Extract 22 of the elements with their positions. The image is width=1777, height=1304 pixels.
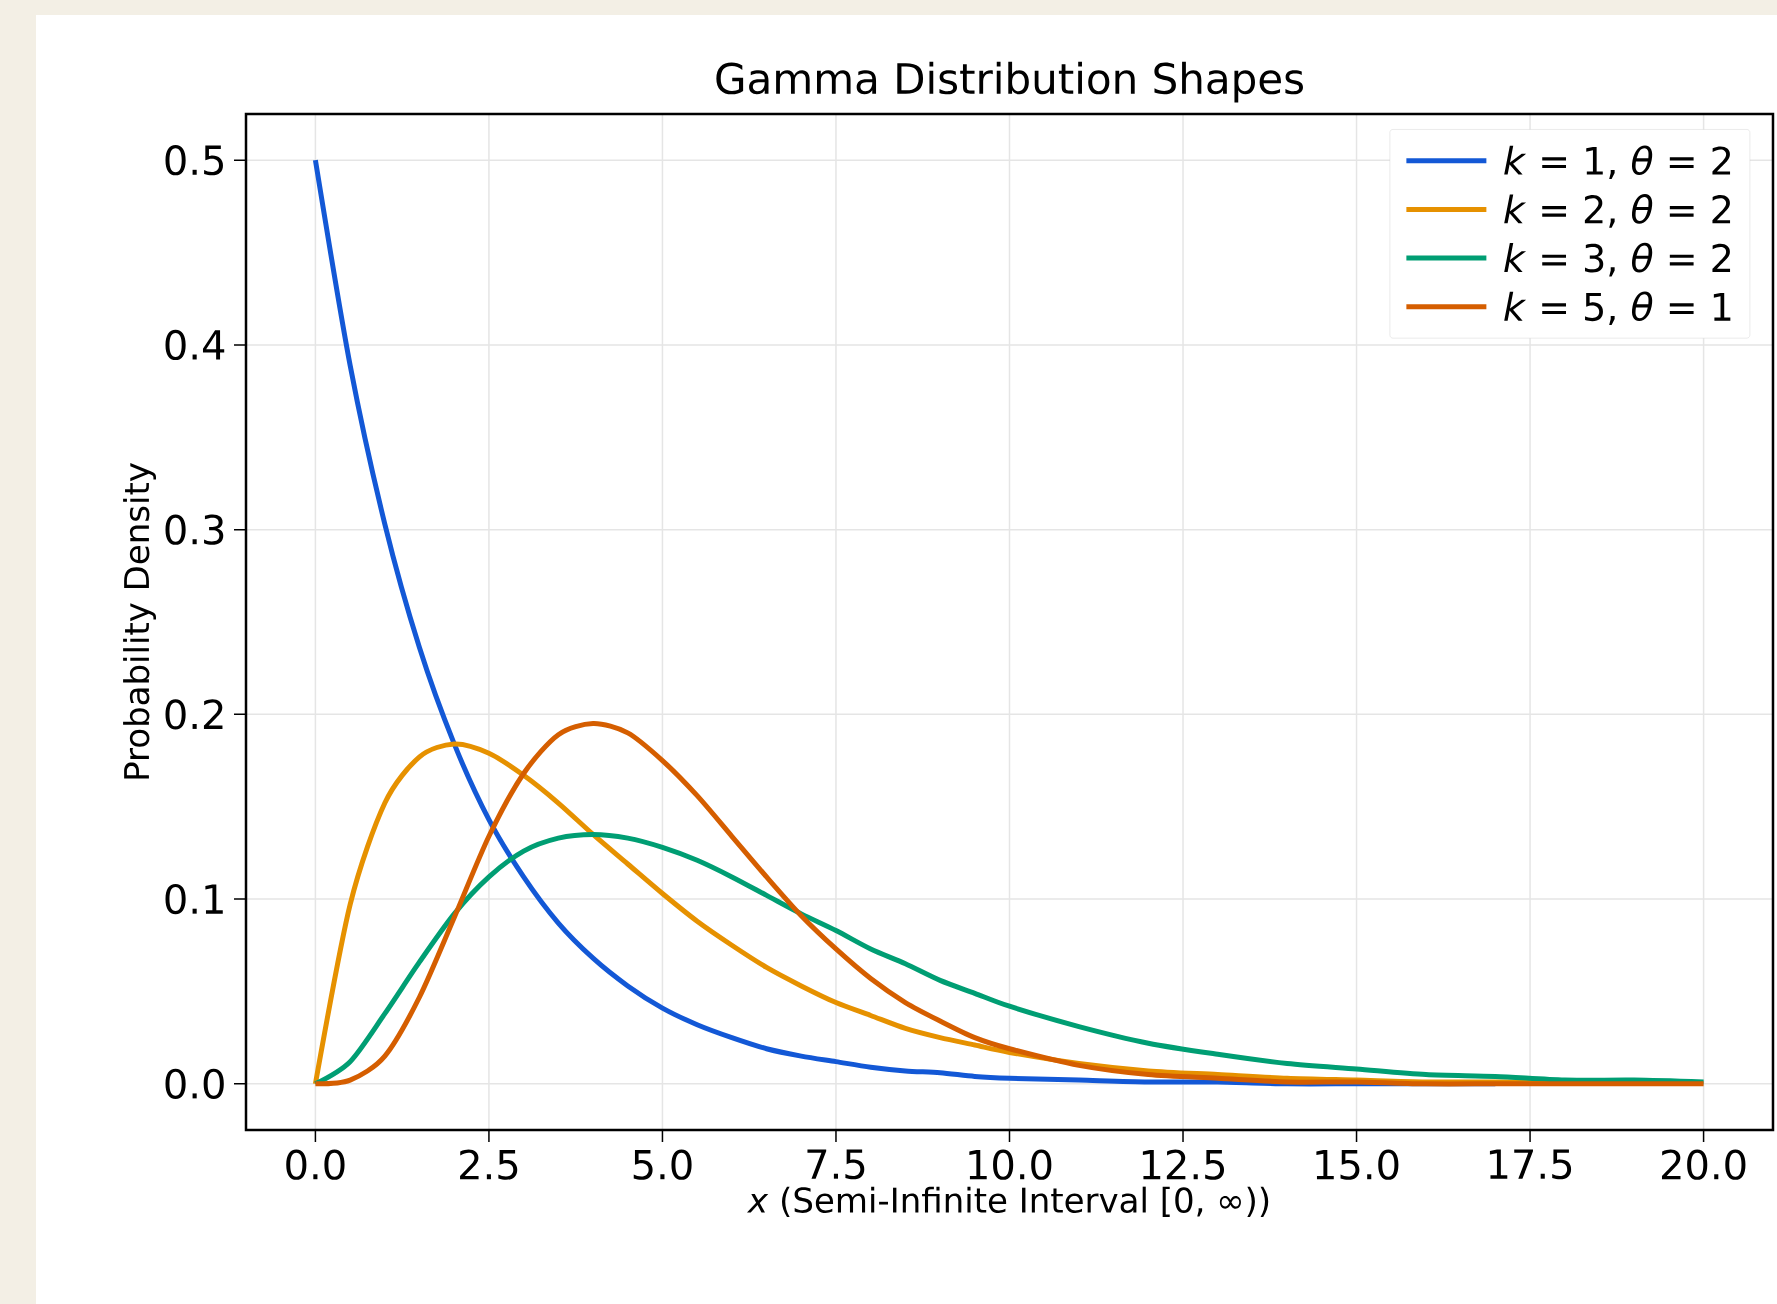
chart-title: Gamma Distribution Shapes: [716, 61, 1303, 103]
y-tick-label: 0.2: [165, 699, 223, 730]
x-tick-label: 10.0: [969, 1149, 1052, 1180]
y-tick-label: 0.5: [165, 145, 223, 176]
x-tick-label: 5.0: [633, 1149, 692, 1180]
x-axis-title: x (Semi-Infinite Interval [0, ∞)): [747, 1186, 1269, 1217]
legend-label: k = 5, θ = 1: [1504, 291, 1731, 326]
x-tick-label: 17.5: [1489, 1149, 1572, 1180]
legend-label: k = 2, θ = 2: [1504, 194, 1731, 228]
y-axis-title: Probability Density: [123, 463, 156, 779]
x-tick-label: 2.5: [460, 1149, 518, 1180]
y-tick-label: 0.3: [165, 514, 224, 545]
x-tick-label: 20.0: [1661, 1149, 1746, 1180]
y-tick-label: 0.1: [165, 883, 223, 915]
x-tick-label: 15.0: [1316, 1149, 1399, 1180]
x-tick-label: 0.0: [286, 1149, 345, 1180]
x-tick-label: 7.5: [807, 1149, 865, 1180]
y-tick-label: 0.4: [165, 329, 225, 361]
x-tick-label: 12.5: [1142, 1149, 1225, 1180]
y-tick-label: 0.0: [165, 1068, 224, 1099]
legend-label: k = 3, θ = 2: [1504, 242, 1731, 277]
legend-label: k = 1, θ = 2: [1504, 145, 1731, 180]
